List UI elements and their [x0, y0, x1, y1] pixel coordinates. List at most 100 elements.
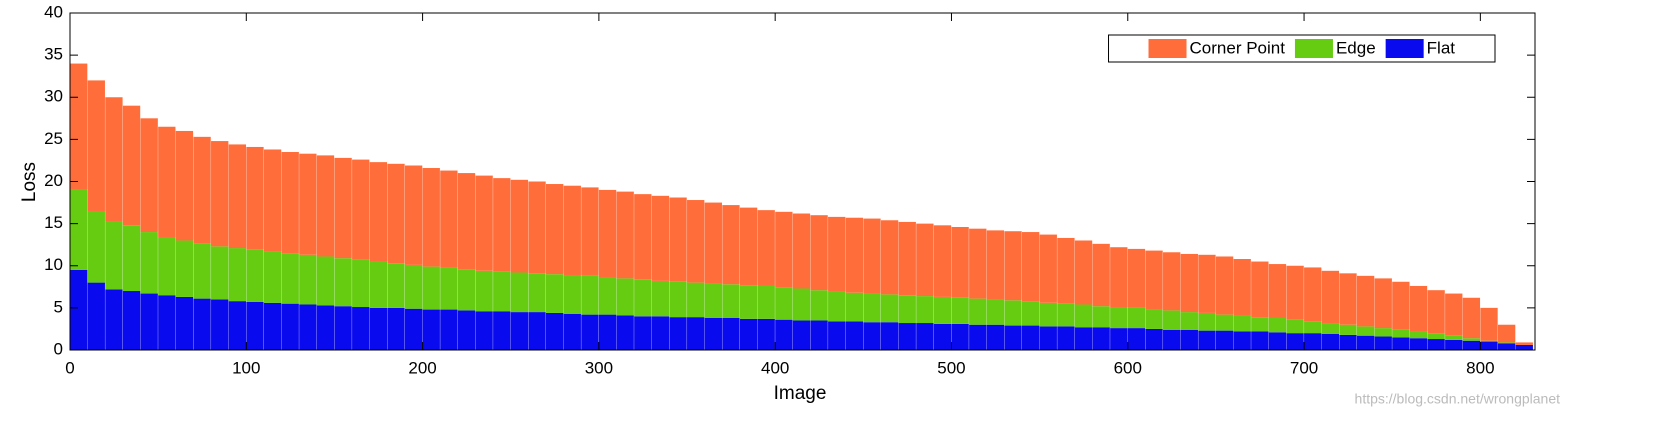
x-tick-label: 100: [232, 358, 260, 377]
bar-segment: [140, 118, 158, 233]
bar-segment: [1286, 265, 1304, 320]
bar-segment: [634, 279, 652, 317]
bar-segment: [1145, 328, 1163, 350]
bar-segment: [475, 175, 493, 271]
bar-segment: [1180, 253, 1198, 313]
bar-segment: [387, 307, 405, 350]
bar-segment: [1445, 339, 1463, 350]
x-tick-label: 700: [1290, 358, 1318, 377]
bar-segment: [334, 258, 352, 307]
bar-segment: [1427, 333, 1445, 340]
bar-segment: [916, 223, 934, 297]
bar-segment: [1497, 342, 1516, 344]
bar-segment: [1039, 302, 1057, 327]
bar-segment: [193, 243, 211, 299]
y-tick-label: 35: [44, 45, 63, 64]
bar-segment: [228, 248, 246, 302]
bar-segment: [986, 324, 1005, 350]
bar-segment: [70, 63, 88, 190]
bar-segment: [969, 298, 987, 325]
bar-segment: [211, 299, 229, 350]
bar-segment: [334, 306, 352, 350]
bar-segment: [1092, 243, 1110, 307]
bar-segment: [845, 292, 864, 322]
bar-segment: [510, 272, 529, 313]
bar-segment: [158, 295, 176, 350]
bar-segment: [563, 185, 581, 276]
bar-segment: [493, 311, 511, 350]
bar-segment: [105, 221, 123, 290]
x-tick-label: 200: [408, 358, 436, 377]
bar-segment: [757, 285, 775, 319]
bar-segment: [951, 297, 969, 324]
bar-segment: [1268, 317, 1287, 333]
bar-segment: [246, 301, 264, 350]
bar-segment: [1092, 327, 1110, 350]
bar-segment: [634, 194, 652, 280]
bar-segment: [404, 308, 423, 350]
bar-segment: [1515, 342, 1533, 345]
bar-segment: [810, 320, 828, 350]
bar-segment: [545, 312, 564, 350]
bar-segment: [810, 290, 828, 321]
bar-segment: [140, 293, 158, 350]
bar-segment: [545, 274, 564, 313]
bar-segment: [775, 211, 793, 288]
legend-label: Flat: [1427, 38, 1456, 57]
bar-segment: [263, 251, 282, 303]
bar-segment: [1145, 309, 1163, 329]
bar-segment: [1462, 297, 1481, 339]
bar-segment: [651, 195, 670, 281]
bar-segment: [475, 270, 493, 312]
bar-segment: [1163, 329, 1181, 350]
y-tick-label: 10: [44, 255, 63, 274]
y-tick-label: 40: [44, 2, 63, 21]
bar-segment: [1039, 326, 1057, 350]
y-tick-label: 25: [44, 129, 63, 148]
bar-segment: [669, 281, 687, 318]
bar-segment: [1074, 240, 1093, 305]
bar-segment: [1286, 333, 1304, 350]
bar-segment: [281, 152, 299, 254]
bar-segment: [916, 296, 934, 324]
x-tick-label: 800: [1466, 358, 1494, 377]
bar-segment: [828, 321, 846, 350]
bar-segment: [863, 218, 881, 294]
bar-segment: [1021, 301, 1040, 326]
bar-segment: [845, 217, 864, 293]
bar-segment: [581, 275, 599, 315]
bar-segment: [687, 200, 705, 283]
legend: Corner Point Edge Flat: [1108, 34, 1496, 63]
bar-segment: [87, 80, 105, 211]
bar-segment: [1515, 344, 1533, 350]
bar-segment: [863, 293, 881, 323]
bar-segment: [457, 269, 476, 311]
bar-segment: [1356, 326, 1375, 336]
bar-segment: [1480, 341, 1498, 350]
bar-segment: [775, 319, 793, 350]
bar-segment: [1021, 232, 1040, 302]
bar-segment: [634, 316, 652, 350]
bar-segment: [651, 280, 670, 317]
bar-segment: [1392, 329, 1410, 338]
bar-segment: [1462, 338, 1481, 341]
bar-segment: [1198, 254, 1216, 313]
bar-segment: [1110, 328, 1128, 350]
bar-segment: [1409, 338, 1428, 350]
bar-segment: [281, 253, 299, 304]
bar-segment: [457, 173, 476, 270]
bar-segment: [352, 307, 370, 350]
bar-segment: [211, 246, 229, 300]
bar-segment: [651, 316, 670, 350]
watermark: https://blog.csdn.net/wrongplanet: [1355, 391, 1561, 407]
bar-segment: [1409, 331, 1428, 339]
bar-segment: [1251, 317, 1269, 332]
bar-segment: [299, 304, 317, 350]
bar-segment: [1356, 275, 1375, 327]
bar-segment: [1339, 324, 1357, 335]
bar-segment: [598, 314, 617, 350]
bar-segment: [1215, 314, 1234, 331]
bar-segment: [70, 269, 88, 350]
bar-segment: [1198, 330, 1216, 350]
